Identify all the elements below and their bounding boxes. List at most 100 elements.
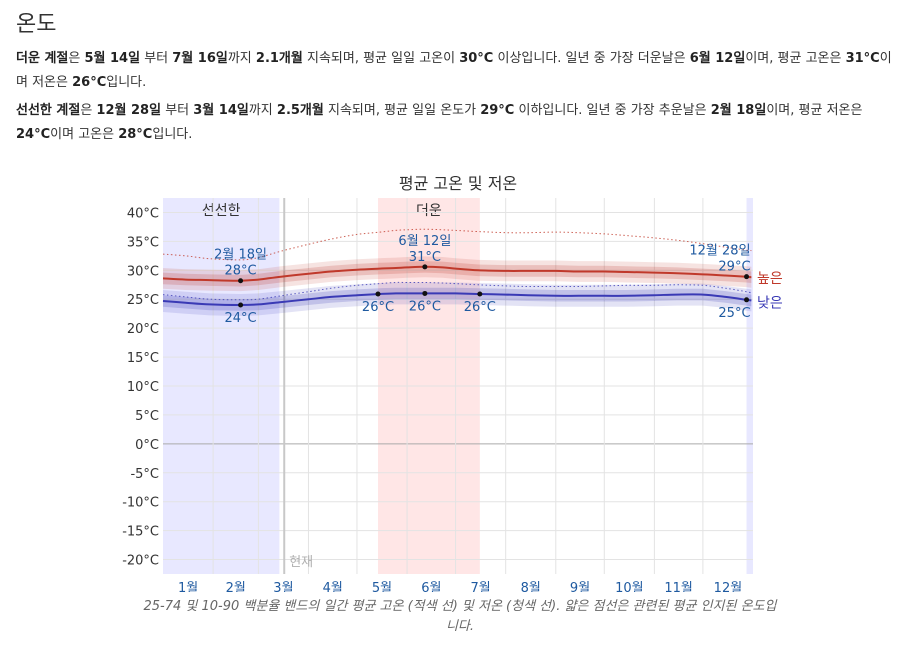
text-segment: 은 [68,51,85,66]
data-point [238,278,244,284]
y-tick-label: -15°C [122,525,159,540]
y-tick-label: 35°C [127,235,159,250]
axes: 40°C 35°C 30°C 25°C 20°C 15°C 10°C 5°C 0°C -5°C -1… [122,206,742,592]
y-tick-label: 0°C [135,438,159,453]
data-label: 28°C [225,264,257,279]
y-tick-label: -10°C [122,496,159,511]
month-label: 1월 [178,581,198,592]
month-label: 4월 [323,581,343,592]
y-tick-label: -5°C [130,467,159,482]
text-segment: 이상입니다. 일년 중 가장 더운날은 [493,51,690,66]
chart-title: 평균 고온 및 저온 [399,174,517,193]
coldest-day: 2월 18일 [710,103,767,118]
data-label: 2월 18일 [214,248,267,263]
text-segment: 지속되며, 평균 일일 고온이 [302,51,460,66]
text-segment: 까지 [227,51,256,66]
text-segment: 입니다. [106,75,147,90]
cool-season-term: 선선한 계절 [16,103,81,118]
hot-season-end: 7월 16일 [172,51,228,66]
data-label: 26°C [409,299,441,314]
data-point [375,291,381,297]
text-segment: 이며, 평균 고온은 [745,51,846,66]
series-line [162,265,752,282]
y-tick-label: 20°C [127,322,159,337]
hot-season-duration: 2.1개월 [255,51,303,66]
data-point [477,291,483,297]
cool-season-start: 12월 28일 [96,103,162,118]
series-line [162,292,752,307]
grid: 현재 [163,198,753,574]
season-label: 선선한 [202,203,241,219]
month-label: 3월 [273,581,293,592]
hot-season-threshold: 30°C [459,51,494,66]
month-label: 5월 [372,581,392,592]
data-point [744,274,750,280]
percentile-bands [163,256,752,316]
month-label: 12월 [714,581,743,592]
month-label: 8월 [521,581,541,592]
month-label: 9월 [570,581,590,592]
hottest-day-low: 26°C [72,75,107,90]
cool-season-threshold: 29°C [480,103,515,118]
cool-season-duration: 2.5개월 [276,103,324,118]
month-label: 7월 [471,581,491,592]
perceived-line [162,281,752,301]
text-segment: 지속되며, 평균 일일 온도가 [323,103,481,118]
y-tick-label: 10°C [127,380,159,395]
series-label: 낮은 [757,295,783,311]
series-label: 높은 [757,271,783,287]
y-tick-label: -20°C [122,554,159,569]
perceived-line [162,228,752,261]
current-day-label: 현재 [289,555,313,570]
month-label: 2월 [226,581,246,592]
text-segment: 이며 고온은 [50,127,119,142]
hottest-day-high: 31°C [845,51,880,66]
data-point [238,302,244,308]
data-label: 31°C [409,250,441,265]
y-tick-label: 15°C [127,351,159,366]
data-label: 24°C [225,311,257,326]
text-segment: 이하입니다. 일년 중 가장 추운날은 [514,103,711,118]
text-segment: 이며, 평균 저온은 [766,103,863,118]
y-tick-label: 5°C [135,409,159,424]
data-label: 26°C [464,300,496,315]
season-label: 더운 [416,203,442,219]
text-segment: 까지 [248,103,277,118]
cool-season-end: 3월 14일 [193,103,249,118]
coldest-day-high: 28°C [118,127,153,142]
data-label: 26°C [362,300,394,315]
month-label: 11월 [664,581,693,592]
hot-season-term: 더운 계절 [16,51,69,66]
band-25-75 [163,287,752,311]
text-segment: 부터 [161,103,194,118]
band-10-90 [163,282,752,316]
chart-caption: 25-74 및 10-90 백분율 밴드의 일간 평균 고온 (적색 선) 및 … [143,599,777,634]
data-label: 12월 28일 [689,244,750,259]
coldest-day-low: 24°C [16,127,51,142]
text-segment: 은 [80,103,97,118]
text-segment: 부터 [140,51,173,66]
y-tick-label: 25°C [127,293,159,308]
section-title: 온도 [16,12,57,37]
data-point [422,290,428,296]
data-label: 25°C [718,306,750,321]
y-tick-label: 40°C [127,206,159,221]
hot-season-start: 5월 14일 [84,51,141,66]
hot-season-description: 더운 계절은 5월 14일 부터 7월 16일까지 2.1개월 지속되며, 평균… [16,47,900,95]
data-label: 29°C [718,260,750,275]
data-point [422,264,428,270]
band-10-90 [163,256,752,292]
month-label: 6월 [421,581,441,592]
cool-season-description: 선선한 계절은 12월 28일 부터 3월 14일까지 2.5개월 지속되며, … [16,99,900,147]
hottest-day: 6월 12일 [689,51,746,66]
text-segment: 입니다. [152,127,193,142]
data-point [744,297,750,303]
data-label: 6월 12일 [398,234,451,249]
y-tick-label: 30°C [127,264,159,279]
band-25-75 [163,261,752,287]
month-label: 10월 [615,581,644,592]
text-segment: 이며 저온은 [16,51,892,90]
